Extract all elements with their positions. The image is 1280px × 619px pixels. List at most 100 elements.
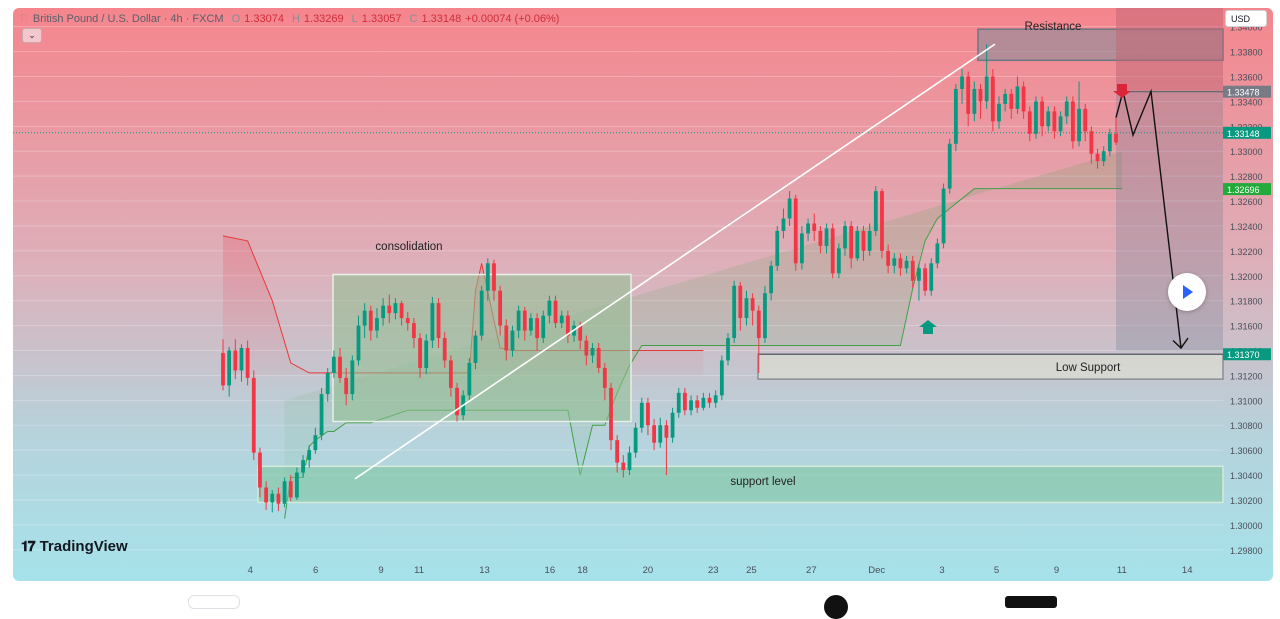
candle-body bbox=[978, 88, 983, 102]
price-label-box bbox=[1223, 126, 1271, 139]
candle-body bbox=[812, 223, 817, 231]
candle-body bbox=[781, 218, 786, 231]
open-value: 1.33074 bbox=[244, 12, 284, 25]
x-tick-label: 14 bbox=[1182, 565, 1193, 576]
tradingview-logo[interactable]: 𝟏𝟕 TradingView bbox=[21, 538, 128, 555]
candle-body bbox=[473, 335, 478, 363]
symbol-title[interactable]: British Pound / U.S. Dollar · 4h · FXCM bbox=[32, 12, 224, 25]
candle-body bbox=[1114, 133, 1118, 143]
collapse-legend-button[interactable]: ⌄ bbox=[22, 28, 42, 43]
candle-body bbox=[689, 400, 693, 411]
candle-body bbox=[1040, 101, 1044, 127]
candle-body bbox=[806, 223, 810, 234]
candle-body bbox=[387, 305, 392, 314]
candle-body bbox=[701, 397, 706, 408]
candle-body bbox=[719, 360, 724, 396]
candle-body bbox=[535, 318, 539, 339]
candle-body bbox=[405, 318, 410, 324]
candle-body bbox=[929, 263, 934, 291]
price-chart[interactable]: Resistance consolidation support level Low … bbox=[13, 8, 1273, 581]
candle-body bbox=[510, 330, 515, 351]
price-label: 1.33478 bbox=[1227, 88, 1260, 98]
zone-low-support bbox=[757, 353, 1224, 380]
candle-body bbox=[467, 362, 472, 396]
candle-body bbox=[412, 323, 416, 339]
high-label: H bbox=[291, 12, 300, 25]
x-tick-label: 23 bbox=[708, 565, 719, 576]
candle-body bbox=[824, 228, 829, 246]
y-tick-label: 1.33400 bbox=[1230, 97, 1263, 107]
candle-body bbox=[227, 350, 232, 386]
candle-body bbox=[836, 248, 841, 274]
candle-body bbox=[886, 250, 891, 266]
candle-body bbox=[609, 387, 613, 441]
candle-body bbox=[861, 230, 866, 251]
footer-dark-button[interactable] bbox=[1005, 596, 1057, 608]
candle-body bbox=[972, 88, 977, 114]
candle-body bbox=[368, 310, 373, 331]
candle-body bbox=[769, 265, 774, 294]
candle-body bbox=[1083, 108, 1088, 132]
candle-body bbox=[547, 300, 552, 316]
candle-body bbox=[331, 356, 336, 373]
candle-body bbox=[726, 338, 730, 361]
x-tick-label: 3 bbox=[939, 565, 944, 576]
candle-body bbox=[239, 348, 244, 371]
candle-body bbox=[732, 285, 737, 339]
candle-body bbox=[960, 76, 964, 89]
candle-body bbox=[633, 427, 638, 453]
candle-body bbox=[356, 325, 361, 361]
currency-button[interactable]: USD bbox=[1225, 10, 1267, 27]
candle-body bbox=[584, 340, 589, 356]
candle-body bbox=[516, 310, 521, 331]
open-label: O bbox=[231, 12, 241, 25]
price-label-box bbox=[1223, 85, 1271, 98]
candle-body bbox=[1015, 86, 1020, 109]
candle-body bbox=[639, 402, 644, 428]
footer-avatar[interactable] bbox=[824, 595, 848, 619]
x-tick-label: 20 bbox=[643, 565, 654, 576]
candle-body bbox=[559, 315, 564, 324]
candle-body bbox=[529, 318, 533, 331]
candle-body bbox=[1070, 101, 1075, 142]
candle-body bbox=[966, 76, 971, 114]
candle-body bbox=[898, 258, 903, 269]
high-value: 1.33269 bbox=[303, 12, 344, 25]
candle-body bbox=[221, 352, 225, 386]
candle-body bbox=[873, 191, 878, 231]
candle-body bbox=[264, 487, 269, 503]
close-label: C bbox=[409, 12, 418, 25]
candle-body bbox=[750, 298, 755, 311]
y-tick-label: 1.32400 bbox=[1230, 222, 1263, 232]
candle-body bbox=[393, 303, 398, 314]
chart-panel: Resistance consolidation support level Low … bbox=[13, 8, 1273, 581]
y-tick-label: 1.31200 bbox=[1230, 371, 1263, 381]
zone-support-level bbox=[257, 465, 1224, 504]
candle-body bbox=[787, 198, 792, 219]
candle-body bbox=[892, 258, 897, 266]
y-tick-label: 1.30400 bbox=[1230, 471, 1263, 481]
play-button[interactable] bbox=[1168, 273, 1206, 311]
chevron-down-icon: ⌄ bbox=[28, 30, 36, 40]
y-tick-label: 1.33600 bbox=[1230, 73, 1263, 83]
candle-body bbox=[990, 76, 995, 122]
y-tick-label: 1.30600 bbox=[1230, 446, 1263, 456]
candle-body bbox=[350, 360, 355, 395]
down-arrow-icon bbox=[1113, 84, 1131, 98]
candle-body bbox=[498, 290, 503, 326]
x-tick-label: 27 bbox=[806, 565, 817, 576]
candle-body bbox=[646, 402, 650, 426]
candle-body bbox=[793, 198, 798, 264]
candle-body bbox=[867, 230, 872, 251]
zone-resistance bbox=[977, 28, 1224, 62]
candle-body bbox=[319, 394, 324, 436]
candle-body bbox=[270, 493, 275, 503]
zone-label: support level bbox=[730, 476, 795, 488]
y-tick-label: 1.30000 bbox=[1230, 521, 1263, 531]
candle-body bbox=[436, 303, 441, 339]
candle-body bbox=[1089, 131, 1094, 154]
candle-body bbox=[313, 435, 318, 451]
candle-body bbox=[295, 472, 299, 498]
candle-body bbox=[1021, 86, 1026, 112]
x-tick-label: 11 bbox=[1117, 565, 1127, 576]
